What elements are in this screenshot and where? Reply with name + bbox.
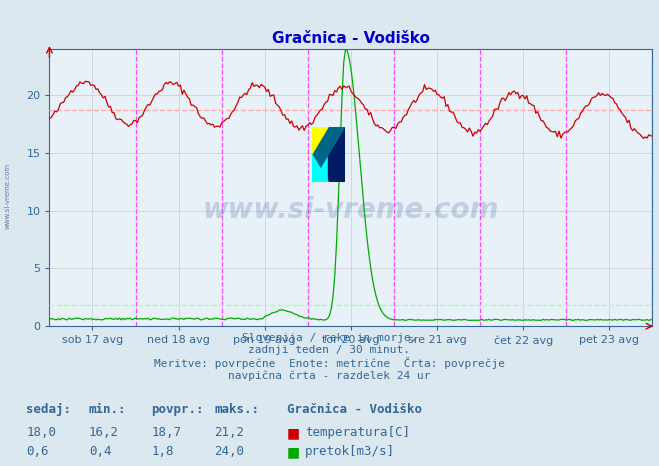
Text: povpr.:: povpr.: <box>152 403 204 416</box>
Text: pretok[m3/s]: pretok[m3/s] <box>305 445 395 458</box>
Text: min.:: min.: <box>89 403 127 416</box>
Text: 24,0: 24,0 <box>214 445 244 458</box>
Text: Gračnica - Vodiško: Gračnica - Vodiško <box>287 403 422 416</box>
Polygon shape <box>312 154 328 182</box>
Text: 1,8: 1,8 <box>152 445 174 458</box>
Bar <box>328 127 345 182</box>
Text: maks.:: maks.: <box>214 403 259 416</box>
Text: www.si-vreme.com: www.si-vreme.com <box>5 163 11 229</box>
Text: www.si-vreme.com: www.si-vreme.com <box>203 196 499 224</box>
Text: 0,4: 0,4 <box>89 445 111 458</box>
Text: 18,7: 18,7 <box>152 426 182 439</box>
Bar <box>312 127 328 154</box>
Text: 21,2: 21,2 <box>214 426 244 439</box>
Text: temperatura[C]: temperatura[C] <box>305 426 410 439</box>
Text: sedaj:: sedaj: <box>26 403 71 416</box>
Text: 16,2: 16,2 <box>89 426 119 439</box>
Text: ■: ■ <box>287 445 300 459</box>
Polygon shape <box>312 127 328 154</box>
Polygon shape <box>312 127 345 182</box>
Text: 18,0: 18,0 <box>26 426 57 439</box>
Text: Slovenija / reke in morje.
zadnji teden / 30 minut.
Meritve: povrpečne  Enote: m: Slovenija / reke in morje. zadnji teden … <box>154 333 505 381</box>
Text: 0,6: 0,6 <box>26 445 49 458</box>
Text: ■: ■ <box>287 426 300 440</box>
Title: Gračnica - Vodiško: Gračnica - Vodiško <box>272 31 430 47</box>
Bar <box>312 154 328 182</box>
